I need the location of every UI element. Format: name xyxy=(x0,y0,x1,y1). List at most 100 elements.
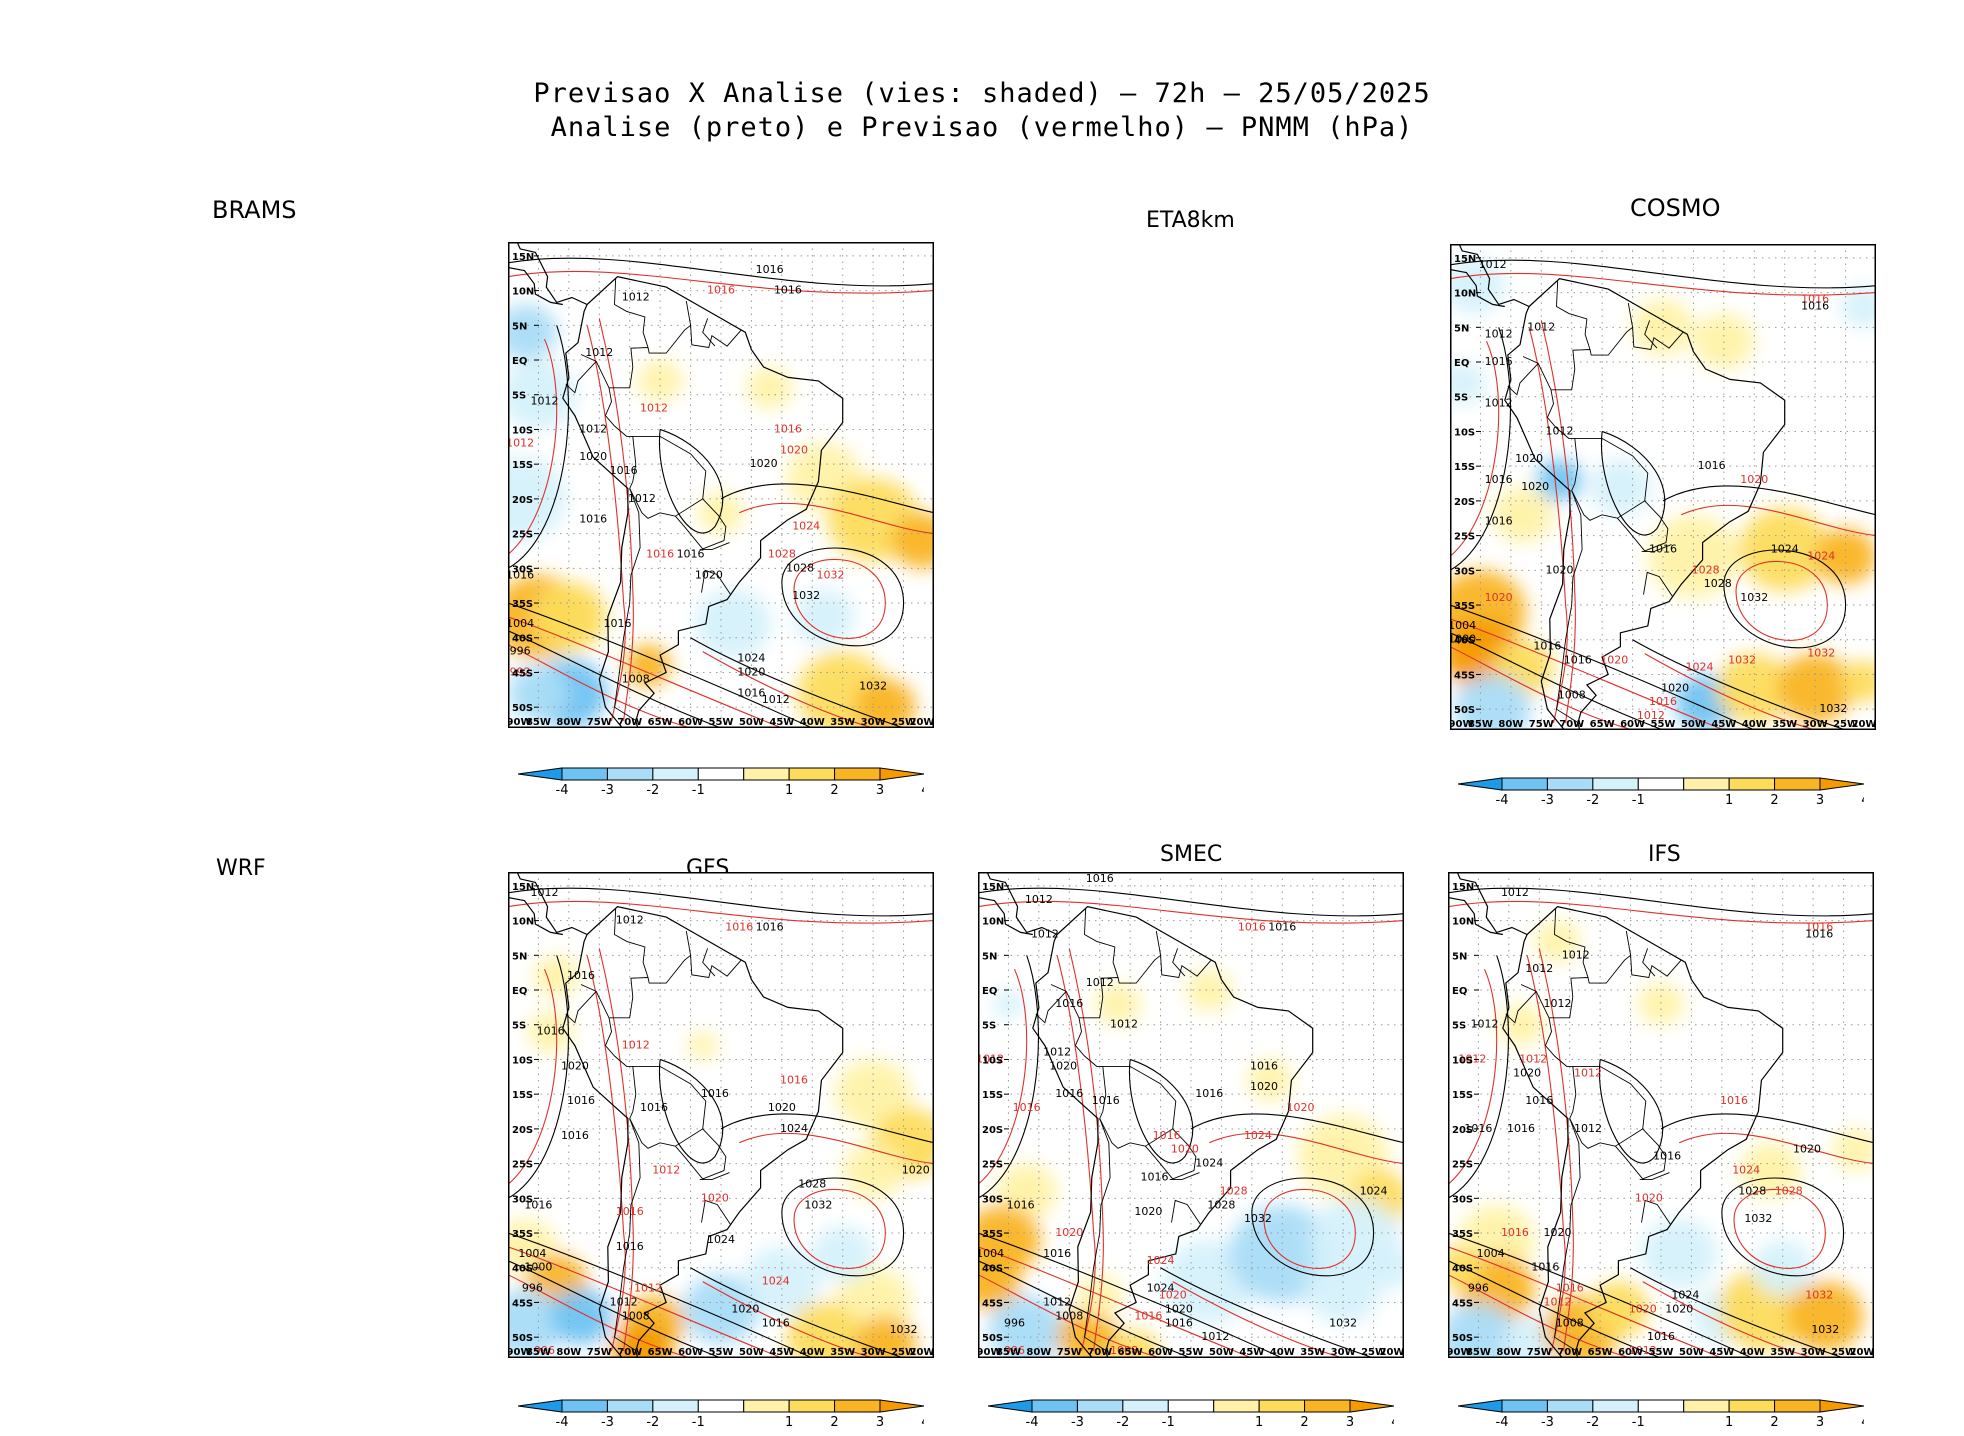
analysis-isobar-label: 1016 xyxy=(640,1101,668,1114)
colorbar-tick-label: 1 xyxy=(1255,1415,1263,1430)
analysis-isobar-label: 1000 xyxy=(1450,633,1476,646)
bias-patch xyxy=(1498,1003,1544,1046)
bias-patch xyxy=(1492,487,1554,543)
analysis-isobar xyxy=(1448,887,1874,917)
analysis-isobar xyxy=(658,428,724,534)
lon-tick-label: 75W xyxy=(587,717,612,728)
colorbar-tick-label: -4 xyxy=(1496,1415,1509,1430)
forecast-isobar xyxy=(508,616,783,728)
analysis-isobar-label: 1016 xyxy=(1653,1150,1681,1163)
country-border xyxy=(1571,437,1649,521)
colorbar-segment xyxy=(788,1399,836,1413)
colorbar-segment xyxy=(1546,1399,1594,1413)
analysis-isobar-label: 1016 xyxy=(524,1198,552,1211)
country-border xyxy=(1035,991,1067,1024)
lat-tick-label: 40S xyxy=(982,1264,1003,1275)
lon-tick-label: 35W xyxy=(1300,1347,1325,1358)
forecast-isobar xyxy=(1540,320,1576,724)
bias-patch xyxy=(550,1288,612,1345)
analysis-isobar-label: 1020 xyxy=(1665,1302,1693,1315)
analysis-isobar-label: 1012 xyxy=(1501,886,1529,899)
bias-patch xyxy=(1638,983,1684,1025)
analysis-isobar-label: 1016 xyxy=(756,263,784,276)
lat-tick-label: 50S xyxy=(982,1333,1003,1344)
analysis-isobar-label: 1004 xyxy=(508,617,534,630)
coastline xyxy=(1448,896,1503,936)
colorbar-tick-label: -1 xyxy=(692,1415,705,1430)
lon-tick-label: 80W xyxy=(1026,1347,1051,1358)
analysis-isobar-label: 996 xyxy=(510,645,531,658)
analysis-isobar-label: 1016 xyxy=(1165,1316,1193,1329)
analysis-isobar-label: 1016 xyxy=(1092,1094,1120,1107)
lat-tick-label: 35S xyxy=(512,599,533,610)
forecast-isobar xyxy=(508,644,691,728)
lat-tick-label: 10S xyxy=(512,425,533,436)
analysis-isobar-label: 1004 xyxy=(1477,1247,1505,1260)
forecast-isobar-label: 1012 xyxy=(508,436,534,449)
lon-tick-label: 90W xyxy=(1448,1347,1471,1358)
analysis-isobar-label: 1016 xyxy=(1055,1087,1083,1100)
lon-tick-label: 35W xyxy=(830,1347,855,1358)
coastline xyxy=(1450,268,1505,308)
forecast-isobar xyxy=(1448,900,1874,924)
forecast-isobar xyxy=(508,1246,783,1358)
bias-patch xyxy=(508,304,557,361)
forecast-isobar-label: 1020 xyxy=(1635,1191,1663,1204)
lat-tick-label: 45S xyxy=(512,1298,533,1309)
forecast-isobar-label: 1032 xyxy=(1805,1289,1833,1302)
analysis-isobar xyxy=(1660,1113,1874,1144)
forecast-isobar xyxy=(739,502,934,535)
lat-tick-label: 10S xyxy=(1452,1055,1473,1066)
forecast-isobar xyxy=(1735,561,1828,641)
colorbar-segment xyxy=(1728,1399,1776,1413)
lon-tick-label: 70W xyxy=(617,1347,642,1358)
lat-tick-label: 10S xyxy=(1454,427,1475,438)
analysis-isobar-label: 1012 xyxy=(579,422,607,435)
bias-patch xyxy=(1693,313,1755,369)
lat-tick-label: 10N xyxy=(982,917,1004,928)
lon-tick-label: 30W xyxy=(861,717,886,728)
bias-patch xyxy=(1448,1302,1517,1358)
analysis-isobar-label: 996 xyxy=(522,1282,543,1295)
analysis-isobar-label: 1020 xyxy=(579,450,607,463)
lat-tick-label: 15N xyxy=(1454,254,1476,265)
analysis-isobar xyxy=(1448,1232,1753,1358)
lat-tick-label: 15S xyxy=(512,1090,533,1101)
colorbar-segment xyxy=(834,767,881,781)
colorbar-tick-label: -1 xyxy=(1632,1415,1645,1430)
lat-tick-label: 25S xyxy=(1454,532,1475,543)
country-border xyxy=(1507,363,1539,396)
analysis-isobar xyxy=(1723,549,1847,649)
colorbar-segment xyxy=(1774,777,1821,791)
country-border xyxy=(565,991,597,1024)
lon-tick-label: 90W xyxy=(1450,719,1473,730)
country-border xyxy=(614,278,649,348)
colorbar-segment xyxy=(1258,1399,1306,1413)
analysis-isobar-label: 1016 xyxy=(1507,1122,1535,1135)
analysis-isobar xyxy=(1632,639,1846,730)
lon-tick-label: 45W xyxy=(1239,1347,1264,1358)
forecast-isobar xyxy=(598,318,634,722)
analysis-isobar-label: 1016 xyxy=(1250,1059,1278,1072)
lat-tick-label: 25S xyxy=(512,530,533,541)
forecast-isobar xyxy=(598,948,634,1352)
map-panel-ifs: 1012 1016 1016 1012 1012 1012 1012 1012 1012 1012… xyxy=(1448,872,1874,1358)
bias-patch xyxy=(1589,459,1651,515)
forecast-isobar xyxy=(793,559,886,639)
lat-tick-label: 15N xyxy=(982,882,1004,893)
forecast-isobar xyxy=(1450,618,1725,730)
forecast-isobar xyxy=(1450,340,1500,557)
bias-patch xyxy=(996,1163,1058,1220)
country-border xyxy=(675,1128,727,1180)
colorbar-segment xyxy=(606,1399,654,1413)
figure-title-line1: Previsao X Analise (vies: shaded) – 72h … xyxy=(533,78,1431,109)
colorbar-tick-label: 2 xyxy=(1770,793,1778,808)
country-border xyxy=(675,498,727,550)
colorbar-segment xyxy=(1076,1399,1124,1413)
bias-patch xyxy=(978,1253,1021,1310)
colorbar-tick-label: 1 xyxy=(785,783,793,798)
coastline xyxy=(508,896,563,936)
country-border xyxy=(604,387,633,437)
country-border xyxy=(1641,1199,1672,1225)
forecast-isobar xyxy=(1681,504,1876,537)
